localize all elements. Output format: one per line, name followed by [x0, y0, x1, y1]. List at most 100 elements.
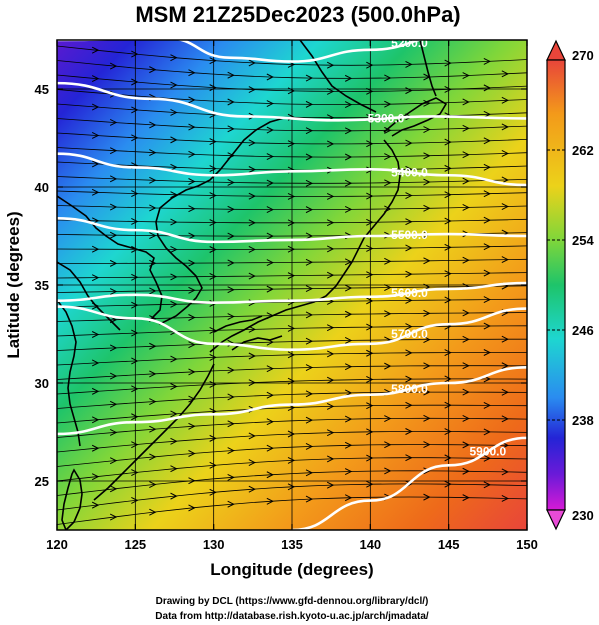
- streamline-arrow: [109, 429, 118, 436]
- streamline-arrow: [423, 152, 431, 160]
- streamline-arrow: [423, 467, 431, 475]
- streamline-arrow: [305, 179, 314, 187]
- streamline-arrow: [91, 331, 100, 338]
- streamline-arrow: [462, 204, 470, 211]
- streamline-arrow: [423, 414, 431, 422]
- contour-label: 5500.0: [391, 228, 428, 242]
- streamline-arrow: [366, 375, 374, 383]
- streamline-arrow: [109, 259, 118, 267]
- x-tick-label: 140: [359, 537, 381, 552]
- streamline-arrow: [131, 301, 139, 309]
- streamline-arrow: [462, 362, 470, 370]
- streamline-arrow: [149, 149, 157, 157]
- streamline-arrow: [444, 349, 452, 357]
- colorbar-tick-label: 254: [572, 233, 594, 248]
- colorbar-bottom-triangle: [546, 509, 566, 531]
- contour-label: 5200.0: [391, 36, 428, 50]
- streamline-arrow: [248, 86, 256, 94]
- contour-label: 5900.0: [469, 445, 506, 459]
- streamline-arrow: [344, 101, 353, 109]
- streamline-arrow: [209, 57, 217, 65]
- streamline-arrow: [266, 391, 274, 399]
- streamline-arrow: [366, 140, 374, 148]
- streamline-arrow: [423, 362, 431, 370]
- streamline-arrow: [248, 272, 256, 280]
- credit-data: Data from http://database.rish.kyoto-u.a…: [155, 611, 429, 622]
- contour-line: [291, 436, 527, 530]
- streamline-arrow: [227, 420, 235, 428]
- streamline-arrow: [287, 272, 296, 280]
- chart-title: MSM 21Z25Dec2023 (500.0hPa): [135, 2, 460, 27]
- streamline-arrow: [266, 471, 274, 479]
- streamline-arrow: [188, 422, 196, 430]
- streamline-arrow: [287, 245, 296, 253]
- streamline-arrow: [109, 485, 118, 493]
- streamline-arrow: [109, 344, 118, 352]
- streamline-arrow: [91, 103, 100, 111]
- streamline-arrow: [188, 368, 196, 376]
- streamline-arrow: [209, 380, 217, 388]
- streamline-arrow: [444, 138, 452, 146]
- streamline-arrow: [149, 342, 157, 350]
- streamline-arrow: [209, 434, 217, 442]
- streamline-arrow: [483, 137, 491, 145]
- streamline-arrow: [287, 483, 296, 491]
- streamline-arrow: [405, 454, 413, 462]
- streamline-arrow: [444, 59, 452, 67]
- streamline-arrow: [109, 147, 118, 155]
- streamline-arrow: [131, 357, 139, 365]
- streamline-arrow: [227, 447, 235, 455]
- streamline-arrow: [483, 454, 491, 462]
- streamline-arrow: [444, 217, 452, 225]
- streamline-arrow: [149, 204, 157, 212]
- streamline-arrow: [209, 488, 217, 496]
- streamline-arrow: [188, 96, 196, 104]
- streamline-arrow: [326, 245, 335, 253]
- streamline-arrow: [366, 480, 374, 488]
- streamline-arrow: [384, 441, 392, 449]
- streamline-arrow: [305, 364, 314, 371]
- streamline-arrow: [344, 205, 353, 213]
- streamline-arrow: [326, 61, 335, 69]
- streamline-arrow: [366, 245, 374, 252]
- streamline-arrow: [483, 322, 491, 330]
- streamline-arrow: [188, 259, 196, 267]
- streamline-arrow: [188, 232, 196, 240]
- streamline-arrow: [444, 375, 452, 383]
- streamline-arrow: [483, 216, 491, 224]
- streamline-arrow: [248, 192, 256, 200]
- streamline-arrow: [170, 383, 178, 390]
- streamline-arrow: [227, 393, 235, 401]
- streamline-arrow: [109, 119, 118, 126]
- streamline-arrow: [501, 203, 509, 210]
- streamline-arrow: [501, 96, 509, 104]
- streamline-arrow: [170, 355, 178, 363]
- streamline-arrow: [305, 127, 314, 135]
- streamline-arrow: [188, 450, 196, 457]
- streamline-arrow: [305, 337, 314, 345]
- streamline-arrow: [444, 243, 452, 251]
- streamline-arrow: [227, 179, 235, 186]
- streamline-arrow: [344, 337, 353, 344]
- streamline-arrow: [188, 286, 196, 294]
- streamline-arrow: [305, 495, 314, 503]
- streamline-arrow: [405, 323, 413, 331]
- streamline-arrow: [266, 232, 274, 240]
- streamline-arrow: [227, 71, 235, 79]
- streamline-arrow: [209, 165, 217, 173]
- streamline-arrow: [131, 134, 139, 142]
- streamline-arrow: [227, 366, 235, 374]
- streamline-arrow: [501, 123, 509, 131]
- streamline-arrow: [91, 387, 100, 395]
- x-axis-ticks: 120 125 130 135 140 145 150: [46, 40, 538, 552]
- streamline-arrow: [266, 206, 274, 214]
- y-axis-ticks: 25 30 35 40 45: [35, 82, 527, 489]
- streamline-arrow: [405, 401, 413, 409]
- streamline-arrow: [483, 163, 491, 171]
- streamline-arrow: [227, 98, 235, 106]
- colorbar-tick-label: 230: [572, 508, 594, 523]
- streamline-arrow: [91, 473, 100, 481]
- streamline-arrow: [501, 176, 509, 184]
- streamline-arrow: [109, 203, 118, 211]
- streamline-arrow: [366, 323, 374, 331]
